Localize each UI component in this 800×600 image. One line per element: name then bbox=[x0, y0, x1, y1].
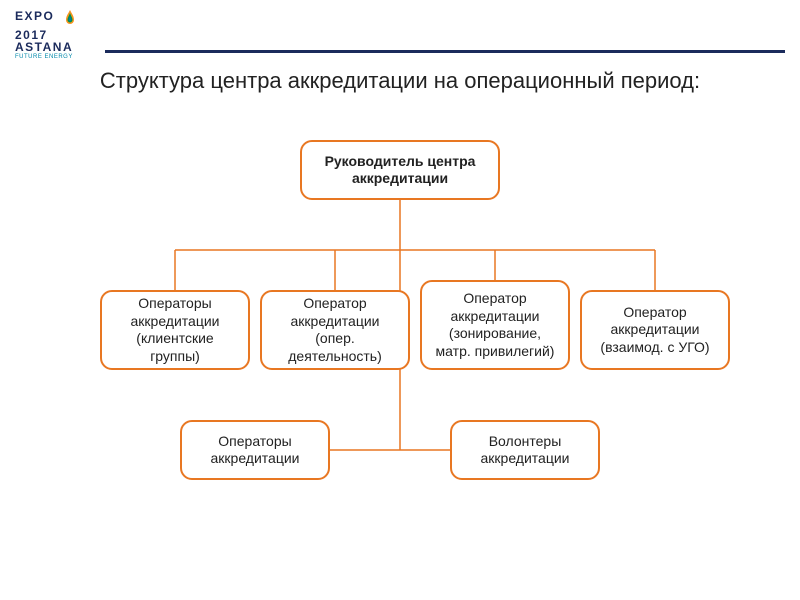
org-node: Оператор аккредитации (опер. деятельност… bbox=[260, 290, 410, 370]
org-node: Волонтеры аккредитации bbox=[450, 420, 600, 480]
org-node: Операторы аккредитации (клиентские групп… bbox=[100, 290, 250, 370]
logo-line1: EXPO bbox=[15, 10, 77, 29]
header: EXPO 2017 ASTANA FUTURE ENERGY bbox=[15, 10, 785, 52]
flame-icon bbox=[63, 10, 77, 29]
logo: EXPO 2017 ASTANA FUTURE ENERGY bbox=[15, 10, 77, 60]
header-rule bbox=[105, 50, 785, 53]
org-node: Оператор аккредитации (взаимод. с УГО) bbox=[580, 290, 730, 370]
org-node: Операторы аккредитации bbox=[180, 420, 330, 480]
org-chart: Руководитель центра аккредитации Оператор… bbox=[0, 120, 800, 580]
logo-sub: FUTURE ENERGY bbox=[15, 54, 77, 60]
org-node: Оператор аккредитации (зонирование, матр… bbox=[420, 280, 570, 370]
page-title: Структура центра аккредитации на операци… bbox=[0, 68, 800, 94]
org-node: Руководитель центра аккредитации bbox=[300, 140, 500, 200]
logo-line3: ASTANA bbox=[15, 41, 77, 54]
